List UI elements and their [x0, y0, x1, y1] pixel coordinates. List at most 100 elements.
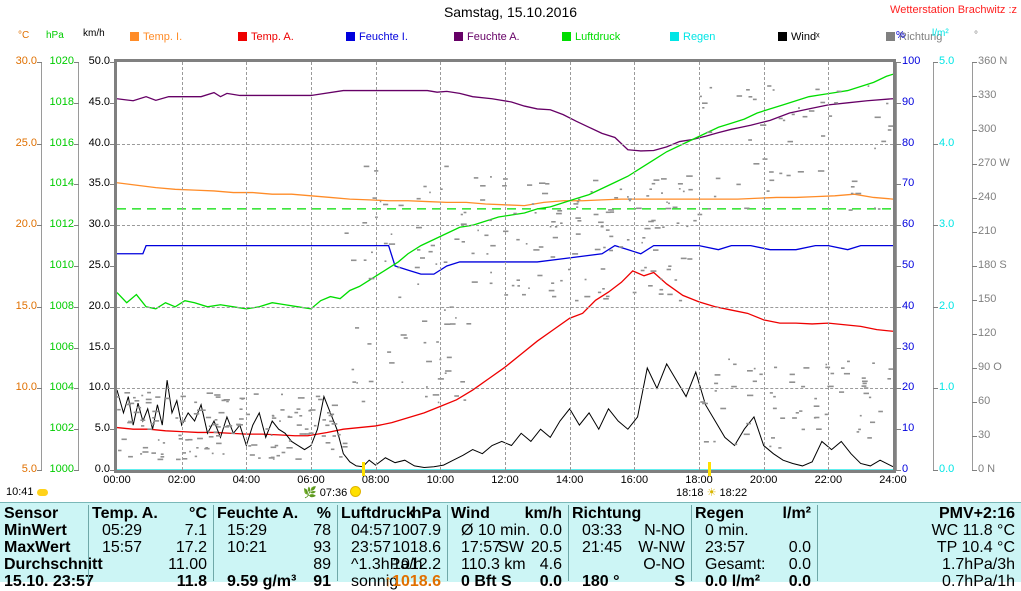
column-header-unit: PMV+2:16	[938, 505, 1015, 522]
table-column-divider	[691, 505, 692, 581]
axis-tick-mark	[74, 306, 79, 308]
axis-tick-label: 1010	[49, 259, 74, 271]
station-name: Wetterstation Brachwitz :z	[890, 4, 1017, 16]
series-line-tempi	[117, 182, 893, 207]
axis-tick-label: 40	[902, 299, 915, 312]
table-cell-left: ^1.3hPa/h	[351, 556, 423, 573]
table-column-divider	[213, 505, 214, 581]
axis-tick-label: 4.0	[939, 136, 955, 149]
table-cell-left: 05:29	[102, 522, 143, 539]
legend-item-label: Regen	[683, 31, 716, 43]
legend-item-tempa[interactable]: Temp. A.	[238, 31, 294, 44]
axis-tick-label: 45.0	[88, 95, 110, 108]
axis-tick-mark	[972, 198, 977, 199]
weather-chart-plot[interactable]	[114, 59, 896, 473]
x-axis-tick-label: 18:00	[685, 474, 713, 486]
axis-tick-label: 240	[978, 191, 997, 203]
axis-unit-rain: l/m²	[932, 28, 949, 39]
table-cell-value: TP 10.4 °C	[936, 539, 1015, 556]
axis-tick-mark	[110, 102, 115, 104]
axis-tick-mark	[110, 184, 115, 186]
axis-tick-mark	[972, 62, 977, 63]
axis-tick-mark	[896, 184, 901, 186]
table-cell-left: 23:57	[705, 539, 746, 556]
legend-item-feuchtei[interactable]: Feuchte I.	[346, 31, 408, 44]
axis-tick-mark	[896, 143, 901, 145]
table-cell-value: 78	[313, 522, 331, 539]
axis-tick-label: 0.0	[94, 463, 110, 475]
swatch-icon	[778, 32, 787, 41]
axis-unit-kmh: km/h	[83, 28, 105, 39]
table-column-divider	[337, 505, 338, 581]
axis-tick-mark	[896, 102, 901, 104]
legend-item-feuchtea[interactable]: Feuchte A.	[454, 31, 520, 44]
axis-tick-label: 35.0	[88, 177, 110, 190]
table-cell-value: 11.00	[168, 556, 207, 573]
axis-tick-label: 1008	[49, 299, 74, 312]
axis-unit-celsius: °C	[18, 30, 30, 41]
axis-tick-mark	[896, 62, 901, 63]
axis-tick-mark	[110, 266, 115, 267]
cloud-icon	[36, 489, 48, 496]
axis-tick-mark	[37, 388, 42, 390]
table-cell-left: 15:29	[227, 522, 268, 539]
axis-tick-mark	[110, 470, 115, 471]
axis-tick-mark	[110, 306, 115, 308]
axis-rail	[933, 62, 934, 470]
table-cell-value: 20.5	[530, 539, 562, 556]
column-header-label: Regen	[695, 505, 744, 522]
table-cell-value: WC 11.8 °C	[931, 522, 1015, 539]
axis-tick-label: 20.0	[88, 299, 110, 312]
axis-tick-label: 90	[902, 95, 915, 108]
axis-tick-label: 2.0	[939, 299, 955, 312]
table-cell-value: N-NO	[644, 522, 685, 539]
swatch-icon	[670, 32, 679, 41]
column-header-label: Wind	[451, 505, 490, 522]
gridline-horizontal	[117, 143, 893, 145]
gridline-vertical	[699, 62, 700, 470]
axis-tick-label: 50	[902, 259, 915, 271]
sunrise-sprout-icon: 🌿	[303, 487, 317, 499]
axis-tick-mark	[37, 225, 42, 227]
x-axis-tick-label: 02:00	[167, 474, 196, 486]
x-axis-tick-label: 16:00	[620, 474, 649, 486]
axis-tick-mark	[110, 347, 115, 349]
table-column-wind: Wind km/h Ø 10 min. 0.0 17:57 SW 20.5 110.3 km 4…	[447, 503, 568, 590]
axis-tick-mark	[972, 402, 977, 403]
axis-tick-mark	[933, 143, 938, 145]
axis-tick-label: 60	[902, 218, 915, 231]
axis-tick-label: 10.0	[15, 381, 37, 394]
axis-tick-mark	[110, 429, 115, 431]
swatch-icon	[562, 32, 571, 41]
column-header-label: Sensor	[4, 505, 59, 522]
table-cell-value: 0.0	[788, 556, 811, 573]
table-cell-value: 0.0	[539, 522, 562, 539]
table-column-sensor: Sensor MinWert MaxWert Durchschnitt 15.10. 2…	[0, 503, 103, 590]
legend-item-tempi[interactable]: Temp. I.	[130, 31, 182, 44]
table-column-feuchte_a: Feuchte A.% 15:29 78 10:21 93 89 9.59 g/m³ 91	[213, 503, 337, 590]
gridline-vertical	[763, 62, 765, 470]
gridline-vertical	[246, 62, 248, 470]
table-cell-left: 15.10. 23:57	[4, 573, 94, 590]
legend-item-wind[interactable]: Windˣ	[778, 31, 820, 44]
axis-tick-mark	[74, 470, 79, 471]
table-cell-left: Durchschnitt	[4, 556, 103, 573]
axis-tick-label: 80	[902, 136, 915, 149]
axis-tick-mark	[74, 347, 79, 349]
legend-item-label: Feuchte A.	[467, 31, 520, 43]
legend-item-label: Feuchte I.	[359, 31, 408, 43]
table-column-divider	[447, 505, 448, 581]
axis-tick-mark	[972, 368, 977, 369]
axis-rail	[41, 62, 42, 470]
table-cell-value: 91	[313, 573, 331, 590]
gridline-horizontal	[117, 306, 893, 308]
axis-tick-label: 90 O	[978, 361, 1002, 373]
axis-tick-mark	[110, 62, 115, 63]
table-cell-value: W-NW	[638, 539, 685, 556]
table-cell-value: 7.1	[184, 522, 207, 539]
legend-item-regen[interactable]: Regen	[670, 31, 715, 44]
axis-tick-mark	[896, 266, 901, 267]
legend-item-luftdruck[interactable]: Luftdruck	[562, 31, 620, 44]
table-cell-left: 0.0 l/m²	[705, 573, 761, 590]
legend-item-richtung[interactable]: Richtung	[886, 31, 942, 44]
